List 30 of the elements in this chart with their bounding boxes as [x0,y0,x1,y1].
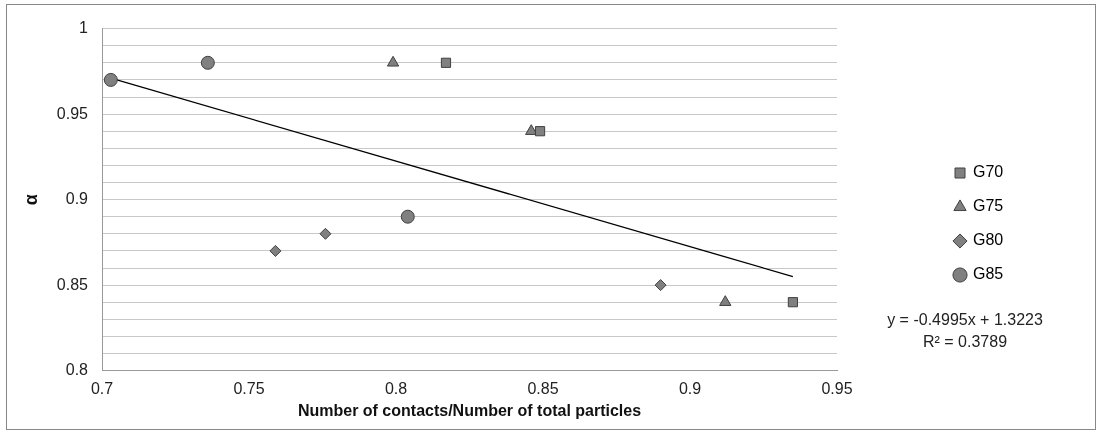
point [787,297,798,308]
point [103,72,118,87]
x-tick-label: 0.85 [527,379,559,397]
point [440,57,452,68]
legend-label: G80 [973,231,1004,249]
x-tick-label: 0.7 [90,379,114,397]
point [386,55,400,67]
y-tick-label: 0.8 [65,361,89,379]
y-tick-label: 0.85 [56,275,89,293]
x-tick-label: 0.8 [384,379,408,397]
point [200,55,215,70]
y-axis-title: α [20,194,41,206]
legend-label: G75 [973,197,1004,215]
text: R² = 0.3789 [922,333,1008,351]
y-tick-label: 0.95 [56,104,89,122]
y-tick-label: 0.9 [65,190,89,208]
x-tick-label: 0.75 [233,379,265,397]
x-tick-label: 0.9 [678,379,702,397]
point [319,227,332,240]
point [400,209,415,224]
x-tick-label: 0.95 [821,379,853,397]
legend-label: G85 [973,265,1004,283]
point [654,279,667,292]
text: y = -0.4995x + 1.3223 [887,311,1043,329]
point [269,244,282,257]
point [534,126,546,137]
y-tick-label: 1 [79,19,89,37]
x-axis-title: Number of contacts/Number of total particles [297,401,642,419]
legend-label: G70 [973,163,1004,181]
point [719,295,732,306]
